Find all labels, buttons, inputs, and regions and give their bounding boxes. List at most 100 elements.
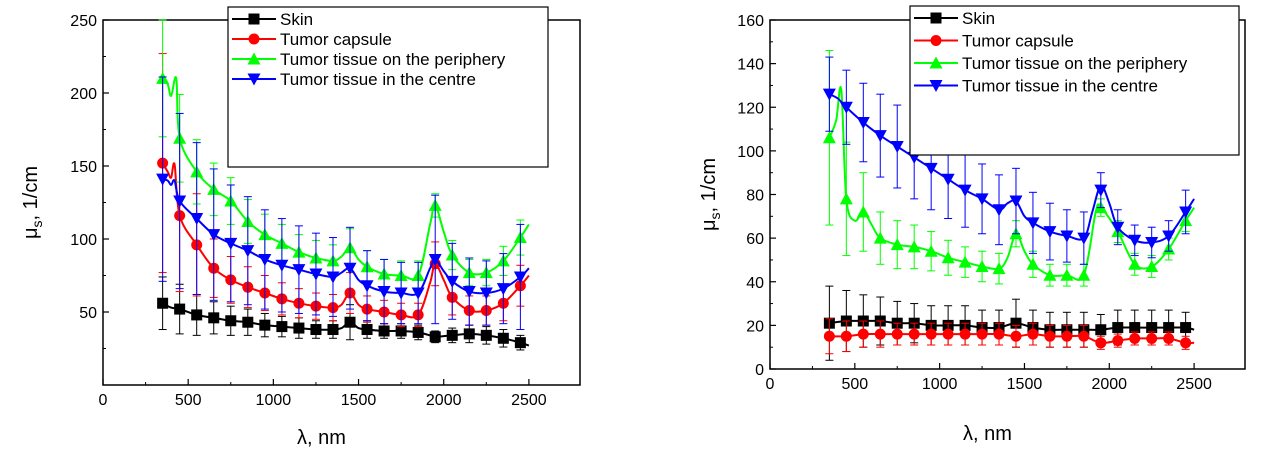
data-point	[924, 244, 938, 257]
y-tick-label: 160	[737, 13, 764, 30]
data-point	[1129, 332, 1141, 344]
data-point	[1009, 195, 1023, 208]
data-point	[1077, 268, 1091, 281]
legend-box	[227, 6, 549, 168]
data-point	[1060, 268, 1074, 281]
legend-marker	[247, 73, 261, 86]
data-point	[428, 253, 442, 266]
data-point	[1112, 335, 1124, 347]
data-point	[1077, 232, 1091, 245]
y-tick-label: 140	[737, 57, 764, 74]
y-tick-label: 150	[70, 159, 97, 176]
data-point	[310, 324, 322, 336]
data-point	[890, 238, 904, 251]
data-point	[1145, 236, 1159, 249]
data-point	[378, 325, 390, 337]
data-point	[293, 322, 305, 334]
data-point	[361, 324, 373, 336]
data-point	[908, 328, 920, 340]
data-point	[394, 287, 408, 300]
data-point	[1163, 332, 1175, 344]
data-point	[992, 262, 1006, 275]
data-point	[1128, 257, 1142, 270]
legend-label: Tumor tissue in the centre	[962, 77, 1158, 96]
data-point	[259, 319, 271, 331]
data-point	[241, 245, 255, 258]
y-tick-label: 200	[70, 86, 97, 103]
data-point	[958, 255, 972, 268]
y-tick-label: 20	[746, 318, 764, 335]
data-point	[326, 271, 340, 284]
y-axis-label-subscript: s	[707, 212, 723, 219]
data-point	[429, 331, 441, 343]
x-axis-label: λ, nm	[297, 427, 346, 449]
data-point	[292, 264, 306, 277]
data-point	[1163, 322, 1175, 334]
data-point	[992, 204, 1006, 217]
y-tick-label: 120	[737, 100, 764, 117]
data-point	[514, 337, 526, 349]
data-point	[1078, 330, 1090, 342]
data-point	[1060, 230, 1074, 243]
x-tick-label: 500	[841, 376, 868, 393]
x-tick-label: 2000	[1091, 376, 1127, 393]
data-point	[976, 328, 988, 340]
data-point	[207, 229, 221, 242]
y-tick-label: 40	[746, 275, 764, 292]
y-axis-label-symbol: μ	[698, 219, 720, 231]
y-tick-label: 100	[70, 232, 97, 249]
data-point	[873, 231, 887, 244]
y-tick-label: 80	[746, 188, 764, 205]
data-point	[873, 130, 887, 143]
data-point	[1112, 322, 1124, 334]
data-point	[445, 275, 459, 288]
data-point	[907, 240, 921, 253]
data-point	[975, 193, 989, 206]
y-tick-label: 0	[755, 362, 764, 379]
data-point	[208, 312, 220, 324]
data-point	[480, 329, 492, 341]
data-point	[225, 315, 237, 327]
data-point	[360, 280, 374, 293]
data-point	[857, 328, 869, 340]
data-point	[1179, 206, 1193, 219]
data-point	[941, 173, 955, 186]
data-point	[462, 286, 476, 299]
y-axis-label-symbol: μ	[20, 227, 42, 239]
x-tick-label: 2500	[511, 392, 547, 409]
legend-marker	[930, 35, 942, 46]
data-point	[242, 316, 254, 328]
legend-label: Tumor capsule	[962, 32, 1074, 51]
data-point	[1146, 332, 1158, 344]
data-point	[191, 309, 203, 321]
data-point	[377, 286, 391, 299]
data-point	[975, 259, 989, 272]
x-tick-label: 0	[766, 376, 775, 393]
legend-marker	[929, 56, 943, 69]
data-point	[173, 195, 187, 208]
x-tick-label: 1500	[1007, 376, 1043, 393]
series-tumor-capsule	[823, 318, 1195, 355]
data-point	[925, 328, 937, 340]
y-tick-label: 50	[79, 305, 97, 322]
legend-marker	[929, 80, 943, 92]
data-point	[1146, 322, 1158, 334]
data-point	[1026, 217, 1040, 230]
data-point	[822, 131, 836, 144]
data-point	[924, 162, 938, 175]
data-point	[275, 259, 289, 272]
data-point	[1095, 324, 1107, 336]
data-point	[224, 237, 238, 250]
series-skin	[823, 285, 1195, 361]
x-tick-label: 500	[175, 392, 202, 409]
data-point	[890, 141, 904, 154]
legend: Skin Tumor capsule Tumor tissue on the per…	[909, 5, 1240, 156]
series-tumor-tissue-in-the-centre	[156, 76, 530, 331]
data-point	[1129, 322, 1141, 334]
data-point	[156, 173, 170, 186]
data-point	[1027, 328, 1039, 340]
data-point	[479, 287, 493, 300]
x-axis-label: λ, nm	[963, 423, 1012, 445]
data-point	[395, 325, 407, 337]
